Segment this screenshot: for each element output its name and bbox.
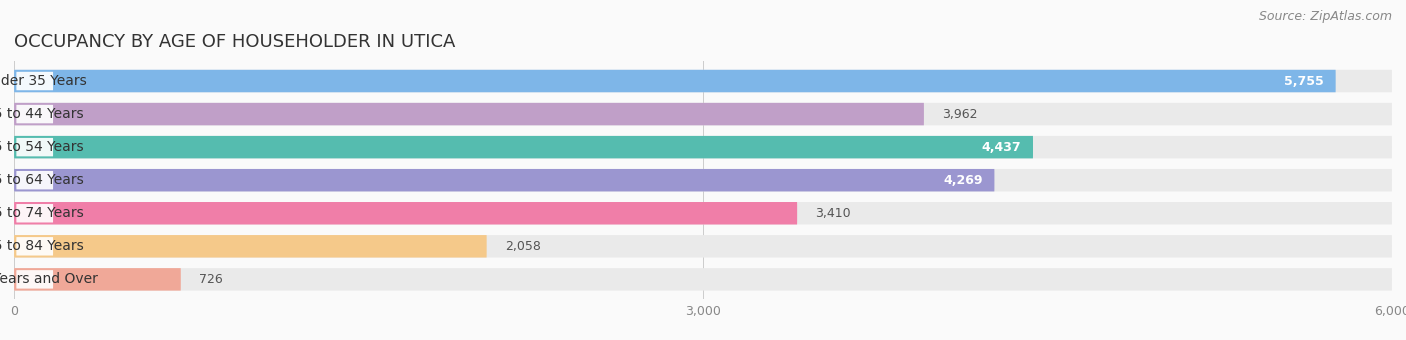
FancyBboxPatch shape <box>14 268 1392 291</box>
Text: OCCUPANCY BY AGE OF HOUSEHOLDER IN UTICA: OCCUPANCY BY AGE OF HOUSEHOLDER IN UTICA <box>14 33 456 51</box>
Text: 55 to 64 Years: 55 to 64 Years <box>0 173 84 187</box>
FancyBboxPatch shape <box>17 237 53 256</box>
FancyBboxPatch shape <box>17 171 53 189</box>
Text: 4,269: 4,269 <box>943 174 983 187</box>
FancyBboxPatch shape <box>17 72 53 90</box>
Text: 2,058: 2,058 <box>505 240 541 253</box>
FancyBboxPatch shape <box>14 70 1392 92</box>
Text: 75 to 84 Years: 75 to 84 Years <box>0 239 84 253</box>
FancyBboxPatch shape <box>17 270 53 289</box>
FancyBboxPatch shape <box>14 235 1392 258</box>
FancyBboxPatch shape <box>14 103 924 125</box>
Text: 5,755: 5,755 <box>1285 74 1324 87</box>
FancyBboxPatch shape <box>14 202 1392 224</box>
FancyBboxPatch shape <box>17 204 53 222</box>
FancyBboxPatch shape <box>14 136 1392 158</box>
FancyBboxPatch shape <box>14 169 994 191</box>
Text: 85 Years and Over: 85 Years and Over <box>0 272 98 286</box>
FancyBboxPatch shape <box>17 138 53 156</box>
Text: 65 to 74 Years: 65 to 74 Years <box>0 206 84 220</box>
FancyBboxPatch shape <box>17 105 53 123</box>
FancyBboxPatch shape <box>14 70 1336 92</box>
FancyBboxPatch shape <box>14 202 797 224</box>
FancyBboxPatch shape <box>14 103 1392 125</box>
FancyBboxPatch shape <box>14 235 486 258</box>
Text: 35 to 44 Years: 35 to 44 Years <box>0 107 84 121</box>
Text: 726: 726 <box>200 273 224 286</box>
Text: 45 to 54 Years: 45 to 54 Years <box>0 140 84 154</box>
Text: 4,437: 4,437 <box>981 141 1022 154</box>
Text: 3,962: 3,962 <box>942 107 977 121</box>
FancyBboxPatch shape <box>14 169 1392 191</box>
FancyBboxPatch shape <box>14 136 1033 158</box>
FancyBboxPatch shape <box>14 268 181 291</box>
Text: Under 35 Years: Under 35 Years <box>0 74 87 88</box>
Text: Source: ZipAtlas.com: Source: ZipAtlas.com <box>1258 10 1392 23</box>
Text: 3,410: 3,410 <box>815 207 851 220</box>
